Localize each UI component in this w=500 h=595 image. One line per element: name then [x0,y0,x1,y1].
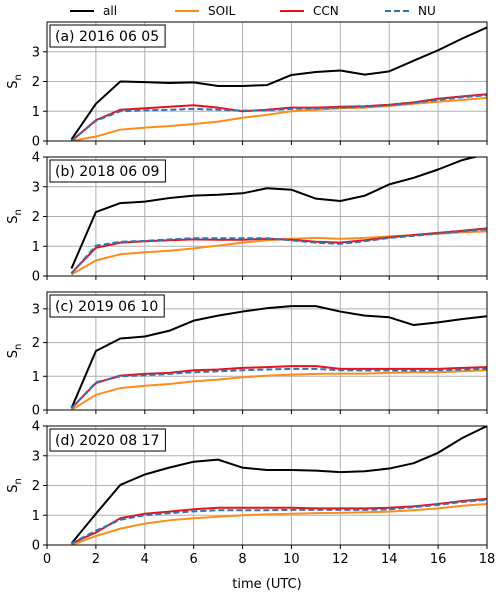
x-tick-label: 12 [332,552,349,567]
y-tick-label: 3 [32,449,40,464]
legend-item-all: all [70,4,117,18]
legend-item-soil: SOIL [175,4,236,18]
y-tick-label: 0 [32,539,40,554]
x-tick-label: 18 [479,552,496,567]
y-axis-label: Sn [6,74,24,89]
panel-label: (b) 2018 06 09 [55,164,159,180]
panel-label-box: (b) 2018 06 09 [49,159,166,183]
panel-label: (a) 2016 06 05 [55,29,159,45]
panel-0: 0 1 2 3 Sn (a) 2016 06 05 [6,21,488,150]
legend-label: SOIL [208,4,236,18]
series-line-nu [70,94,487,141]
x-tick-label: 2 [92,552,100,567]
series-line-all [70,26,487,141]
x-tick-label: 6 [190,552,198,567]
y-tick-label: 1 [32,370,40,385]
x-tick-label: 16 [430,552,447,567]
y-tick-label: 3 [32,180,40,195]
y-tick-label: 1 [32,509,40,524]
legend-label: all [103,4,117,18]
series-line-soil [71,96,487,141]
y-axis-label: Sn [6,344,24,359]
panel-2: 0 1 2 3 Sn (c) 2019 06 10 [6,291,488,419]
series-line-soil [71,502,487,545]
panel-label-box: (a) 2016 06 05 [49,24,166,48]
legend-item-nu: NU [385,4,436,18]
x-tick-label: 10 [283,552,300,567]
y-tick-label: 2 [32,210,40,225]
series-line-soil [70,230,487,276]
panel-1: 0 1 2 3 4 Sn (b) 2018 06 09 [6,151,488,285]
y-tick-label: 3 [32,302,40,317]
legend-label: NU [418,4,436,18]
series-line-nu [70,498,487,545]
series-line-ccn [71,497,487,545]
legend: all SOIL CCN NU [70,4,436,18]
y-tick-label: 3 [32,45,40,60]
y-tick-label: 2 [32,479,40,494]
axes-frame [46,291,488,411]
series-line-soil [70,369,487,410]
y-tick-label: 2 [32,75,40,90]
x-tick-label: 14 [381,552,398,567]
x-tick-label: 4 [141,552,149,567]
y-tick-label: 0 [32,135,40,150]
y-axis-label: Sn [6,209,24,224]
series-line-all [70,426,487,545]
y-tick-label: 4 [32,420,40,435]
y-axis-label: Sn [6,478,24,493]
y-tick-label: 0 [32,404,40,419]
y-tick-label: 2 [32,336,40,351]
x-tick-label: 0 [43,552,51,567]
series-line-all [70,157,480,269]
y-tick-label: 4 [32,151,40,166]
legend-label: CCN [313,4,339,18]
x-axis-label: time (UTC) [232,577,301,592]
panel-label-box: (c) 2019 06 10 [49,294,165,318]
y-tick-label: 1 [32,240,40,255]
legend-item-ccn: CCN [280,4,339,18]
x-tick-label: 8 [238,552,246,567]
series-line-nu [70,367,487,409]
panel-label-box: (d) 2020 08 17 [49,428,166,452]
series-line-all [70,305,487,409]
series-line-ccn [70,365,487,410]
y-tick-label: 0 [32,270,40,285]
panel-label: (c) 2019 06 10 [55,299,158,315]
series-line-nu [70,228,487,275]
panel-label: (d) 2020 08 17 [55,433,159,449]
y-tick-label: 1 [32,105,40,120]
